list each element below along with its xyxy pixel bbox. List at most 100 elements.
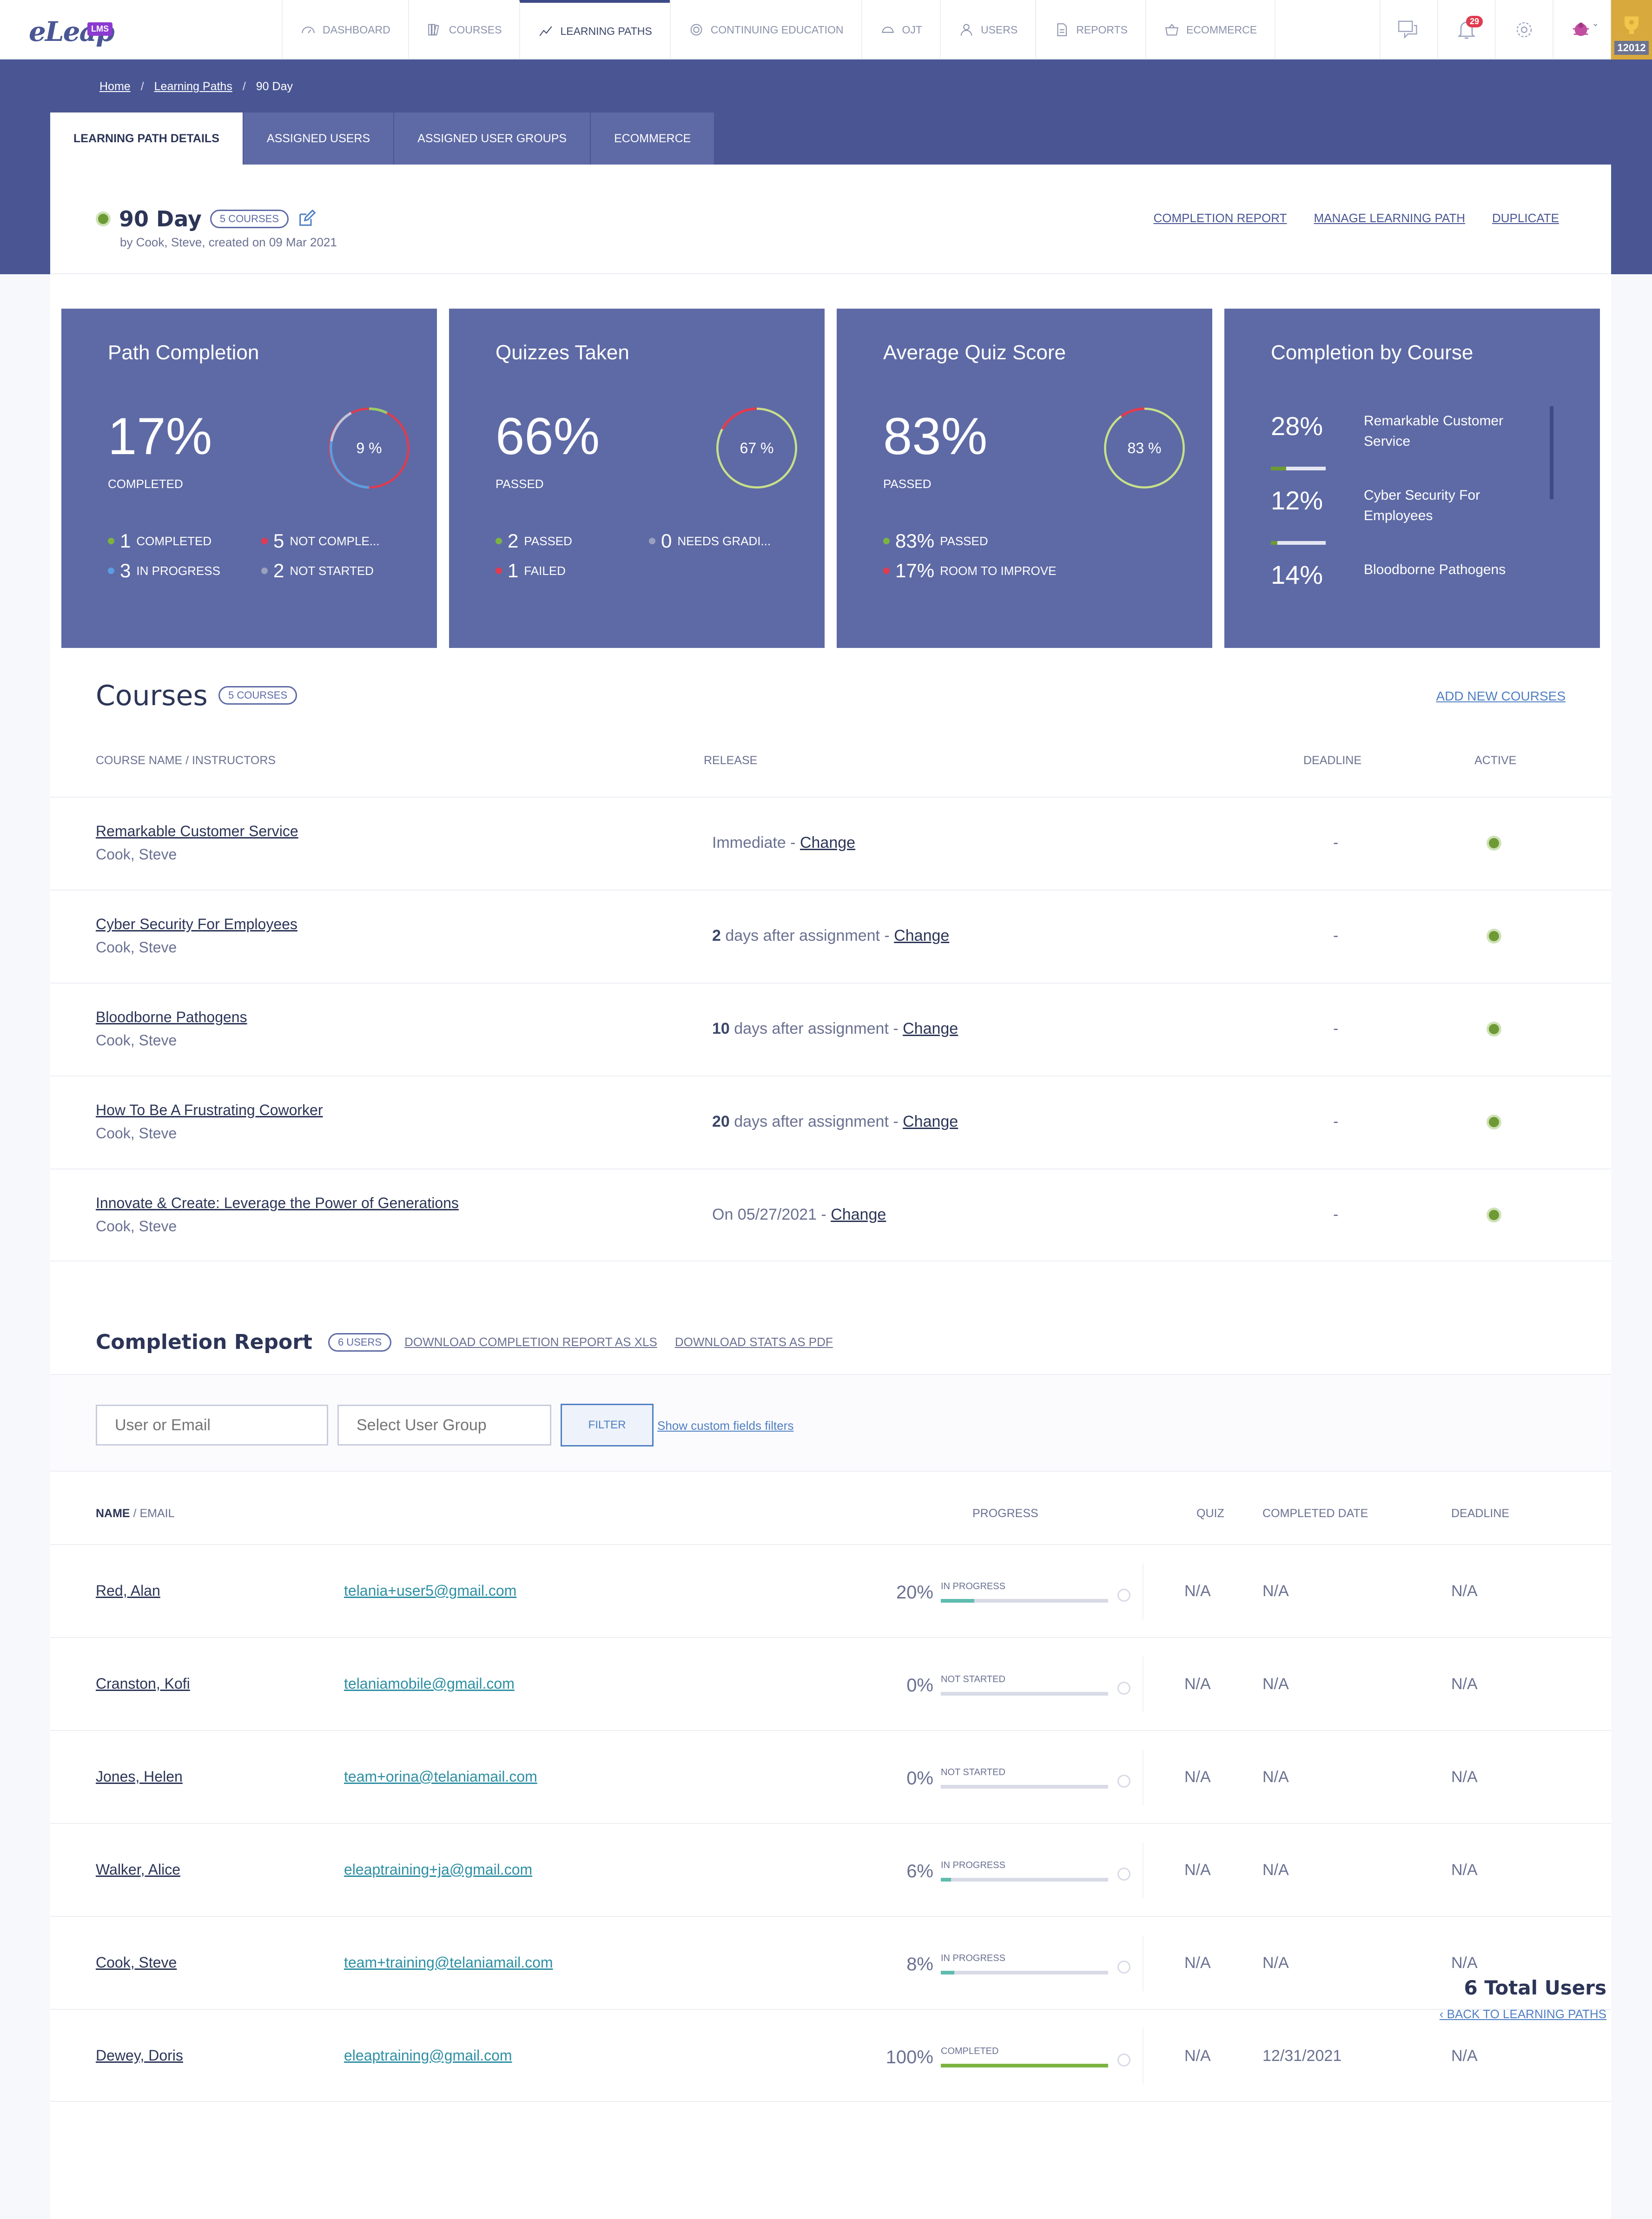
course-name-link[interactable]: Cyber Security For Employees [96,916,297,932]
release-days: 2 [712,927,721,944]
progress-bar-fill [941,1599,974,1603]
user-email-input[interactable] [96,1405,328,1446]
user-row: Red, Alan telania+user5@gmail.com 20% In Pr… [50,1544,1611,1637]
user-email-link[interactable]: eleaptraining+ja@gmail.com [344,1861,533,1878]
user-name-link[interactable]: Cranston, Kofi [96,1675,190,1692]
back-to-learning-paths-link[interactable]: ‹ Back to Learning Paths [1440,2007,1606,2021]
download-pdf-link[interactable]: Download Stats as PDF [674,1335,833,1349]
top-right-tools: 29 ⌄ 12012 [1380,0,1652,59]
course-name-link[interactable]: Bloodborne Pathogens [96,1009,247,1025]
tab-assigned-user-groups[interactable]: Assigned User Groups [394,112,591,165]
nav-ecommerce[interactable]: Ecommerce [1145,0,1276,59]
ojt-icon [881,26,894,33]
user-group-select[interactable] [337,1405,551,1446]
course-active-toggle[interactable] [1487,1208,1501,1222]
user-name-link[interactable]: Red, Alan [96,1582,160,1599]
manage-learning-path-link[interactable]: Manage Learning Path [1314,211,1465,225]
clock-icon[interactable] [1117,1589,1130,1602]
clock-icon[interactable] [1117,1868,1130,1881]
release-change-link[interactable]: Change [831,1206,886,1223]
user-deadline: N/A [1451,1768,1478,1786]
download-xls-link[interactable]: Download Completion Report as XLS [404,1335,657,1349]
tab-learning-path-details[interactable]: Learning Path Details [50,112,244,165]
user-deadline: N/A [1451,1861,1478,1879]
course-active-toggle[interactable] [1487,1115,1501,1129]
nav-learning-paths[interactable]: Learning Paths [519,0,670,59]
settings-button[interactable] [1495,0,1553,59]
completion-report-link[interactable]: Completion Report [1153,211,1287,225]
edit-icon[interactable] [297,210,316,228]
course-instructor: Cook, Steve [96,1218,177,1235]
add-new-courses-link[interactable]: Add New Courses [1436,689,1566,703]
stat-number: 0 [661,530,672,552]
main-nav: Dashboard Courses Learning Paths Continu… [282,0,1276,59]
user-email-link[interactable]: team+training@telaniamail.com [344,1954,553,1971]
user-email-link[interactable]: telania+user5@gmail.com [344,1582,517,1599]
course-row: How To Be A Frustrating Coworker Cook, S… [50,1076,1611,1169]
release-change-link[interactable]: Change [800,834,856,852]
release-change-link[interactable]: Change [903,1020,958,1037]
path-title-row: 90 Day 5 Courses [96,206,316,231]
user-progress-bar [941,1878,1108,1882]
breadcrumb-current: 90 Day [256,80,293,93]
stat-label: Failed [524,563,566,578]
clock-icon[interactable] [1117,1961,1130,1974]
user-quiz: N/A [1184,1768,1211,1786]
clock-icon[interactable] [1117,1775,1130,1788]
release-change-link[interactable]: Change [903,1113,958,1130]
card-stats: 2 Passed 0 Needs Gradi... 1 Failed [496,530,802,582]
stat-dot [496,538,502,544]
course-release: On 05/27/2021 - Change [712,1206,886,1224]
filter-button[interactable]: Filter [561,1404,654,1446]
card-scrollbar[interactable] [1550,406,1553,499]
user-name-link[interactable]: Jones, Helen [96,1768,183,1785]
stat-dot [261,538,268,544]
nav-reports[interactable]: Reports [1035,0,1145,59]
release-change-link[interactable]: Change [894,927,950,944]
user-progress-bar [941,1692,1108,1696]
nav-ojt-label: OJT [902,23,922,36]
course-name-link[interactable]: How To Be A Frustrating Coworker [96,1102,323,1118]
breadcrumb-learning-paths[interactable]: Learning Paths [154,80,232,93]
stat-label: Passed [524,534,572,548]
course-deadline: - [1333,834,1339,852]
user-menu-button[interactable]: ⌄ [1553,0,1610,59]
course-active-toggle[interactable] [1487,1022,1501,1037]
notifications-button[interactable]: 29 [1437,0,1495,59]
user-name-link[interactable]: Walker, Alice [96,1861,180,1878]
course-active-toggle[interactable] [1487,836,1501,851]
path-actions: Completion Report Manage Learning Path D… [1153,211,1559,225]
stat-dot [108,568,114,574]
custom-fields-filters-link[interactable]: Show custom fields filters [657,1419,794,1433]
course-active-toggle[interactable] [1487,929,1501,944]
user-name-link[interactable]: Dewey, Doris [96,2047,183,2064]
messages-button[interactable] [1380,0,1437,59]
user-email-link[interactable]: team+orina@telaniamail.com [344,1768,537,1785]
clock-icon[interactable] [1117,1682,1130,1695]
course-instructor: Cook, Steve [96,1125,177,1142]
course-name-link[interactable]: Remarkable Customer Service [96,823,298,839]
points-trophy[interactable]: 12012 [1610,0,1652,59]
user-name-link[interactable]: Cook, Steve [96,1954,177,1971]
user-email-link[interactable]: eleaptraining@gmail.com [344,2047,512,2064]
nav-users[interactable]: Users [939,0,1035,59]
nav-users-label: Users [980,23,1018,36]
card-title: Average Quiz Score [883,341,1066,364]
user-progress-bar [941,1971,1108,1975]
tab-bar: Learning Path Details Assigned Users Ass… [50,112,715,165]
user-email-link[interactable]: telaniamobile@gmail.com [344,1675,515,1692]
clock-icon[interactable] [1117,2054,1130,2067]
stat-dot [883,538,890,544]
nav-ojt[interactable]: OJT [861,0,940,59]
nav-courses[interactable]: Courses [408,0,520,59]
release-days: 10 [712,1020,730,1037]
tab-ecommerce[interactable]: Ecommerce [591,112,715,165]
course-name-link[interactable]: Innovate & Create: Leverage the Power of… [96,1195,459,1211]
nav-dashboard[interactable]: Dashboard [282,0,408,59]
stat-label: Room to Improve [940,563,1057,578]
user-deadline: N/A [1451,1954,1478,1972]
breadcrumb-home[interactable]: Home [99,80,131,93]
duplicate-link[interactable]: Duplicate [1492,211,1559,225]
nav-continuing-education[interactable]: Continuing Education [669,0,861,59]
tab-assigned-users[interactable]: Assigned Users [243,112,395,165]
